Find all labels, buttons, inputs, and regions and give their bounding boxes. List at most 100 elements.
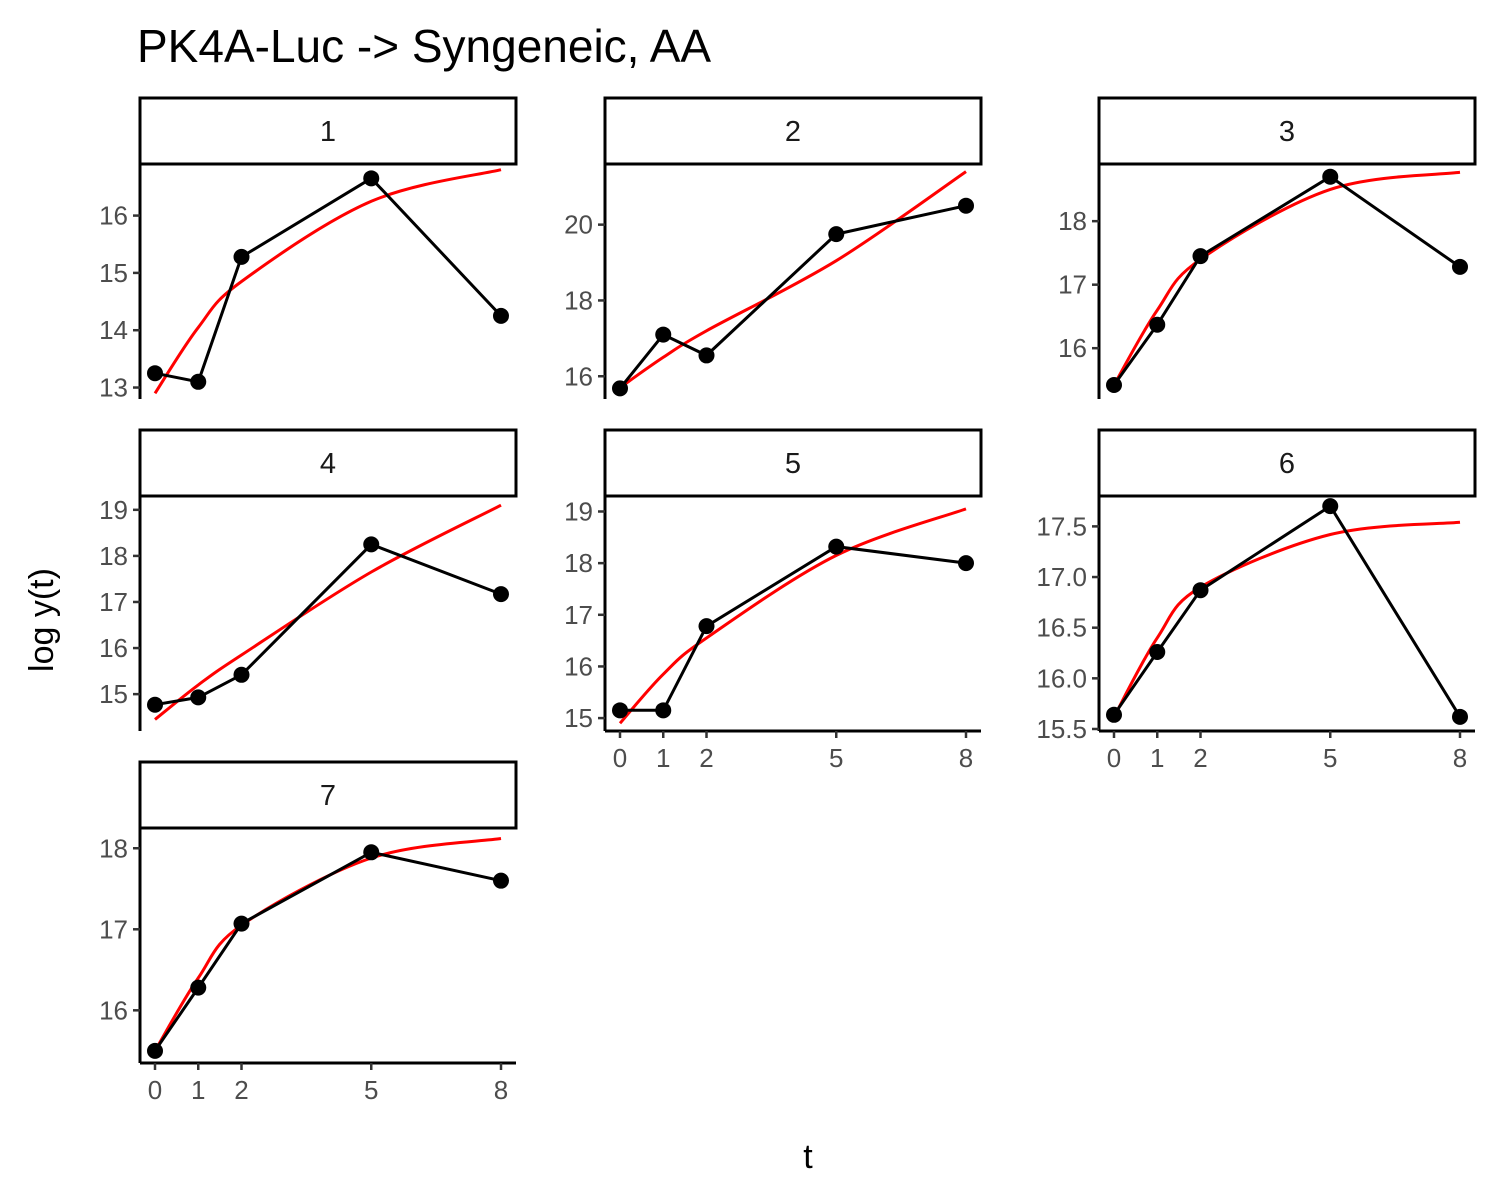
observed-point [1452,708,1468,725]
y-tick-label: 15 [564,703,593,733]
fitted-curve [1112,520,1461,718]
observed-point [190,373,207,390]
y-tick-label: 18 [1058,206,1087,236]
facet-strip [138,96,518,166]
observed-point [828,226,845,243]
observed-line [620,545,967,712]
y-tick-label: 16 [1058,333,1087,363]
facet-panel-2: 2 16 18 20 [564,96,983,399]
facet-strip-label: 1 [320,116,336,148]
observed-line [153,850,502,1052]
observed-point [233,666,250,683]
x-tick-label: 1 [1150,743,1164,773]
observed-point [698,347,715,364]
observed-line [1112,504,1462,718]
y-tick-label: 17 [99,914,128,944]
x-tick-label: 1 [191,1075,205,1105]
observed-point [363,844,380,861]
observed-point [612,380,628,397]
x-tick-label: 0 [148,1075,162,1105]
observed-point [1322,168,1339,185]
x-tick-label: 8 [494,1075,508,1105]
facet-panel-5: 5 15 16 17 18 19 0 1 2 5 8 [564,428,983,773]
facet-strip-label: 3 [1279,116,1295,148]
observed-point [233,248,250,265]
observed-point [1106,377,1122,394]
facet-strip-label: 6 [1279,448,1295,480]
facet-strip [1097,96,1477,166]
x-tick-label: 2 [1193,743,1207,773]
observed-point [493,307,509,324]
y-tick-label: 17 [1058,270,1087,300]
x-tick-label: 5 [1323,743,1337,773]
x-tick-label: 8 [959,743,973,773]
observed-point [233,915,250,932]
y-tick-label: 16 [99,201,128,231]
y-tick-label: 13 [99,373,128,403]
y-tick-label: 16.0 [1036,663,1087,693]
fitted-curve [619,170,967,389]
y-tick-label: 20 [564,210,593,240]
y-tick-label: 17.5 [1036,511,1087,541]
y-tick-label: 18 [564,548,593,578]
y-tick-label: 19 [99,495,128,525]
y-tick-label: 14 [99,315,128,345]
observed-point [493,586,509,603]
y-tick-label: 17.0 [1036,562,1087,592]
observed-point [363,536,380,553]
y-tick-label: 19 [564,496,593,526]
observed-point [190,689,207,706]
observed-point [958,555,974,572]
observed-point [493,872,509,889]
observed-point [958,197,974,214]
facet-panel-4: 4 15 16 17 18 19 [99,428,518,731]
observed-point [655,702,672,719]
fitted-curve [618,507,967,725]
observed-line [154,176,503,384]
fitted-curve [154,503,502,721]
observed-point [1149,643,1166,660]
fitted-curve [1112,170,1461,386]
observed-point [828,538,845,555]
facet-strip-label: 2 [785,116,801,148]
observed-point [698,618,715,635]
y-tick-label: 17 [99,587,128,617]
observed-line [618,204,967,390]
facet-panel-1: 1 13 14 15 16 [99,96,518,403]
y-tick-label: 16.5 [1036,613,1087,643]
y-tick-label: 18 [564,285,593,315]
x-tick-label: 8 [1453,743,1467,773]
observed-point [1192,582,1209,599]
facet-panel-7: 7 16 17 18 0 1 2 5 8 [99,760,518,1105]
facet-panels: 1131415162161820316171841516171819515161… [99,96,1477,1105]
facet-strip [138,428,518,498]
y-tick-label: 17 [564,600,593,630]
observed-point [147,696,163,713]
y-tick-label: 18 [99,541,128,571]
x-tick-label: 1 [656,743,670,773]
observed-point [363,170,380,187]
observed-point [655,326,672,343]
facet-strip [603,96,983,166]
facet-panel-3: 3 16 17 18 [1058,96,1477,399]
observed-point [1106,706,1122,723]
x-tick-label: 5 [829,743,843,773]
observed-point [147,1042,163,1059]
facet-strip-label: 4 [320,448,336,480]
x-tick-label: 2 [699,743,713,773]
y-tick-label: 18 [99,833,128,863]
y-axis-title: log y(t) [23,568,61,672]
facet-strip [1097,428,1477,498]
observed-point [147,365,163,382]
y-tick-label: 16 [564,361,593,391]
facet-strip [603,428,983,498]
facet-strip [138,760,518,830]
y-tick-label: 15.5 [1036,714,1087,744]
facet-strip-label: 7 [320,780,336,812]
y-tick-label: 16 [99,995,128,1025]
observed-point [1452,258,1468,275]
x-axis-title: t [803,1138,813,1176]
observed-point [1192,248,1209,265]
facet-strip-label: 5 [785,448,801,480]
